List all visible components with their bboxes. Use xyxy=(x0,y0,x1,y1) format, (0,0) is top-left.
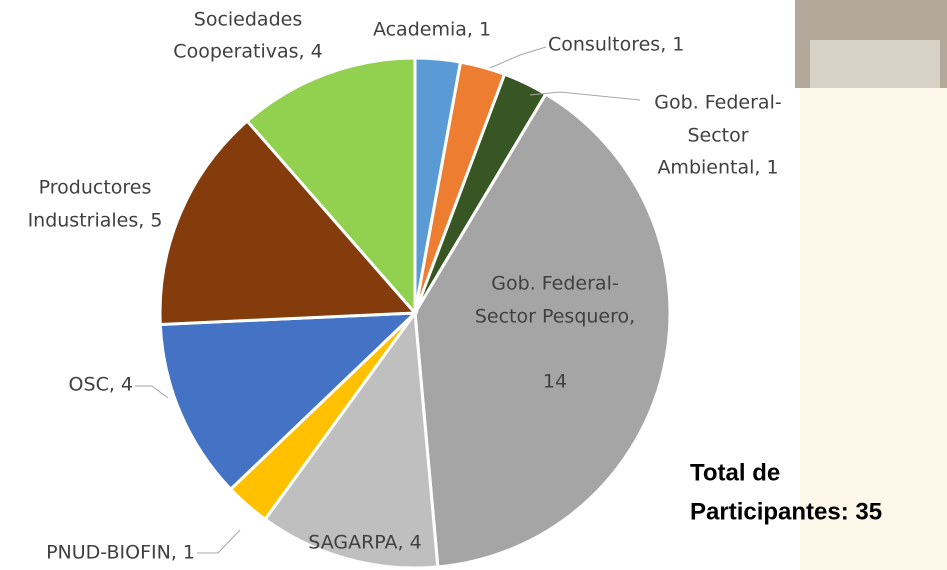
data-label: Ambiental, 1 xyxy=(657,157,778,179)
data-label: Sector Pesquero, xyxy=(475,306,635,328)
leader-line xyxy=(197,530,240,553)
chart: Academia, 1 Consultores, 1 Gob. Federal- Se… xyxy=(0,0,947,570)
total-line: Total de xyxy=(690,459,780,486)
data-label: Consultores, 1 xyxy=(548,34,684,56)
data-label: Sector xyxy=(687,125,748,147)
leader-line xyxy=(135,386,168,398)
data-label: 14 xyxy=(543,371,567,393)
data-label: Academia, 1 xyxy=(373,19,491,41)
data-label: Industriales, 5 xyxy=(28,210,163,232)
data-label: Sociedades xyxy=(194,9,302,31)
data-label: Productores xyxy=(39,177,152,199)
data-label: Gob. Federal- xyxy=(654,92,781,114)
photo-floor xyxy=(810,40,940,88)
leader-line xyxy=(490,47,546,68)
page: Academia, 1 Consultores, 1 Gob. Federal- Se… xyxy=(0,0,947,570)
data-label: PNUD-BIOFIN, 1 xyxy=(46,542,195,564)
data-label: Gob. Federal- xyxy=(491,273,618,295)
data-label: OSC, 4 xyxy=(69,374,133,396)
data-label: SAGARPA, 4 xyxy=(308,532,421,554)
data-label: Cooperativas, 4 xyxy=(173,41,322,63)
total-line: Participantes: 35 xyxy=(690,498,882,525)
